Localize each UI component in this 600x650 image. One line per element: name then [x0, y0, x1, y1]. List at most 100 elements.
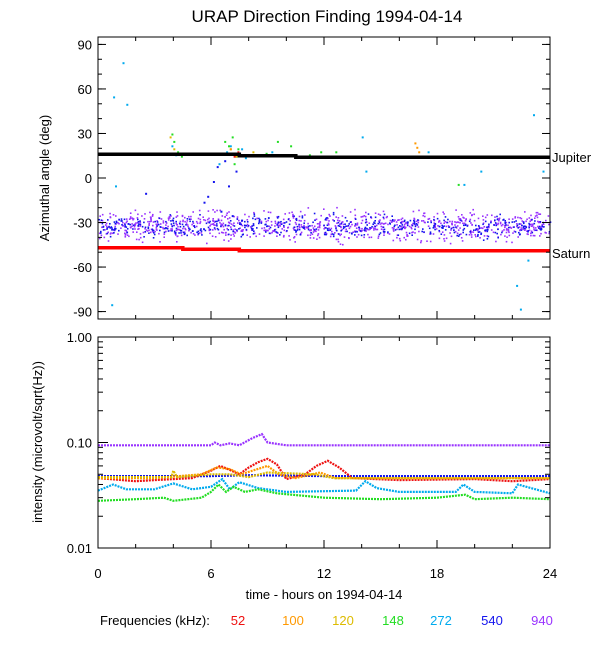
point-940khz	[212, 218, 214, 220]
point-540khz	[392, 219, 394, 221]
point-540khz	[267, 217, 270, 219]
point-940khz	[394, 219, 396, 221]
point-940khz	[230, 226, 232, 228]
point-940khz	[433, 222, 436, 224]
point-940khz	[443, 234, 446, 236]
point-940khz	[443, 238, 445, 240]
point-940khz	[218, 232, 221, 235]
point-940khz	[340, 226, 342, 229]
azimuth-ticks: 90 60 30 0 -30 -60 -90	[73, 37, 551, 320]
point-940khz	[540, 232, 542, 235]
point-940khz	[283, 234, 285, 237]
point-540khz	[528, 224, 531, 226]
point-540khz	[197, 230, 200, 233]
point-940khz	[368, 222, 371, 224]
point-940khz	[365, 211, 367, 214]
point-940khz	[410, 226, 412, 229]
point-940khz	[234, 232, 237, 234]
point-940khz	[536, 214, 538, 217]
point-940khz	[529, 220, 531, 223]
point-940khz	[283, 229, 286, 232]
point-940khz	[477, 217, 480, 220]
point-940khz	[507, 229, 510, 231]
intensity-line-148khz	[97, 482, 551, 502]
point-940khz	[179, 223, 181, 226]
point-540khz	[383, 231, 386, 233]
point-940khz	[373, 229, 375, 231]
point-540khz	[115, 227, 117, 230]
point-540khz	[494, 219, 496, 221]
point-940khz	[223, 228, 225, 231]
point-940khz	[107, 240, 110, 242]
point-940khz	[182, 220, 184, 223]
point-940khz	[266, 229, 268, 232]
point-940khz	[255, 235, 257, 238]
point-540khz	[499, 213, 501, 216]
point-540khz	[415, 223, 418, 225]
point-940khz	[134, 228, 136, 230]
point-940khz	[208, 228, 211, 230]
point-540khz	[364, 221, 367, 224]
point-540khz	[293, 226, 296, 229]
point-940khz	[344, 230, 347, 233]
azimuth-reference-lines	[98, 152, 550, 253]
point-940khz	[117, 222, 119, 224]
point-940khz	[454, 224, 456, 226]
point-540khz	[393, 225, 396, 228]
point-940khz	[130, 226, 132, 229]
chart-title: URAP Direction Finding 1994-04-14	[192, 7, 463, 26]
point-940khz	[361, 229, 363, 232]
point-940khz	[207, 221, 209, 223]
point-940khz	[277, 232, 279, 234]
point-540khz	[374, 216, 377, 219]
point-540khz	[312, 221, 314, 224]
point-540khz	[258, 221, 261, 223]
ytick-label: 30	[78, 126, 92, 141]
point-940khz	[352, 231, 354, 233]
point-940khz	[183, 231, 186, 233]
point-940khz	[429, 240, 432, 243]
point-148khz	[231, 136, 234, 139]
point-540khz	[244, 226, 246, 229]
point-940khz	[540, 226, 542, 229]
point-540khz	[171, 225, 174, 228]
point-940khz	[230, 234, 232, 236]
point-540khz	[527, 230, 529, 232]
point-540khz	[98, 218, 100, 221]
point-940khz	[238, 219, 240, 222]
point-940khz	[451, 220, 454, 223]
point-940khz	[144, 227, 146, 230]
point-940khz	[272, 230, 274, 232]
point-940khz	[533, 229, 536, 232]
point-940khz	[462, 216, 464, 219]
point-940khz	[190, 231, 192, 234]
point-540khz	[106, 227, 109, 229]
point-540khz	[460, 219, 462, 222]
point-940khz	[228, 222, 231, 224]
point-540khz	[428, 227, 431, 230]
point-540khz	[442, 226, 444, 228]
point-940khz	[267, 219, 269, 222]
point-540khz	[478, 227, 481, 229]
point-940khz	[378, 220, 380, 222]
point-540khz	[113, 232, 115, 234]
point-540khz	[170, 220, 172, 222]
point-940khz	[343, 236, 346, 238]
point-540khz	[493, 224, 495, 226]
point-540khz	[301, 215, 304, 217]
point-940khz	[253, 232, 256, 235]
point-540khz	[413, 220, 416, 223]
point-540khz	[399, 225, 401, 227]
point-940khz	[469, 218, 472, 221]
point-940khz	[299, 210, 302, 213]
point-540khz	[397, 226, 400, 229]
point-540khz	[495, 224, 497, 227]
point-940khz	[375, 224, 378, 227]
point-540khz	[283, 224, 285, 227]
point-940khz	[312, 231, 315, 233]
point-940khz	[279, 223, 282, 225]
point-540khz	[307, 228, 310, 231]
point-940khz	[175, 229, 178, 232]
point-940khz	[508, 234, 511, 237]
point-940khz	[225, 231, 227, 234]
